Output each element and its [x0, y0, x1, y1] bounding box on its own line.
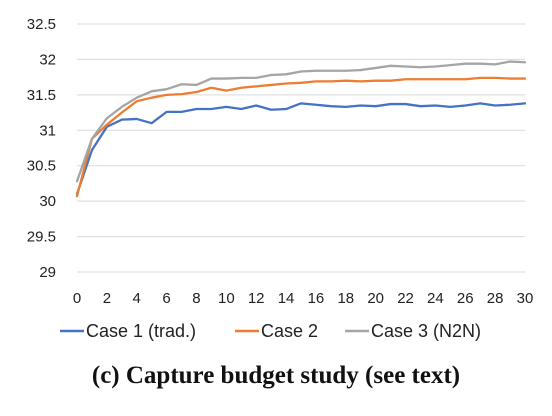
y-tick-label: 29 [39, 264, 56, 281]
x-tick-label: 22 [397, 290, 414, 307]
legend-label: Case 2 [261, 321, 318, 341]
y-tick-label: 30 [39, 193, 56, 210]
y-tick-label: 31 [39, 122, 56, 139]
x-tick-label: 26 [457, 290, 474, 307]
y-tick-label: 31.5 [27, 87, 56, 104]
x-tick-label: 16 [308, 290, 325, 307]
y-tick-label: 30.5 [27, 158, 56, 175]
x-tick-label: 2 [103, 290, 111, 307]
y-tick-label: 29.5 [27, 229, 56, 246]
series-lines [75, 60, 527, 198]
x-tick-label: 24 [427, 290, 444, 307]
x-tick-label: 28 [487, 290, 504, 307]
y-tick-label: 32 [39, 51, 56, 68]
x-tick-label: 10 [218, 290, 235, 307]
legend-label: Case 1 (trad.) [86, 321, 196, 341]
x-tick-label: 14 [278, 290, 295, 307]
x-tick-label: 12 [248, 290, 265, 307]
legend: Case 1 (trad.) Case 2 Case 3 (N2N) [60, 321, 481, 341]
series-line-1 [75, 102, 527, 196]
x-tick-label: 4 [133, 290, 141, 307]
gridlines [77, 23, 525, 273]
x-tick-label: 20 [367, 290, 384, 307]
series-line-2 [75, 76, 527, 198]
x-tick-label: 8 [192, 290, 200, 307]
y-axis-ticks: 29 29.5 30 30.5 31 31.5 32 32.5 [27, 16, 56, 281]
legend-label: Case 3 (N2N) [371, 321, 481, 341]
x-tick-label: 30 [517, 290, 534, 307]
x-tick-label: 0 [73, 290, 81, 307]
x-axis-ticks: 0 2 4 6 8 10 12 14 16 18 20 22 24 26 28 30 [73, 290, 534, 307]
x-tick-label: 6 [162, 290, 170, 307]
y-tick-label: 32.5 [27, 16, 56, 33]
series-line-3 [75, 60, 527, 183]
x-tick-label: 18 [337, 290, 354, 307]
figure-caption: (c) Capture budget study (see text) [91, 362, 461, 389]
